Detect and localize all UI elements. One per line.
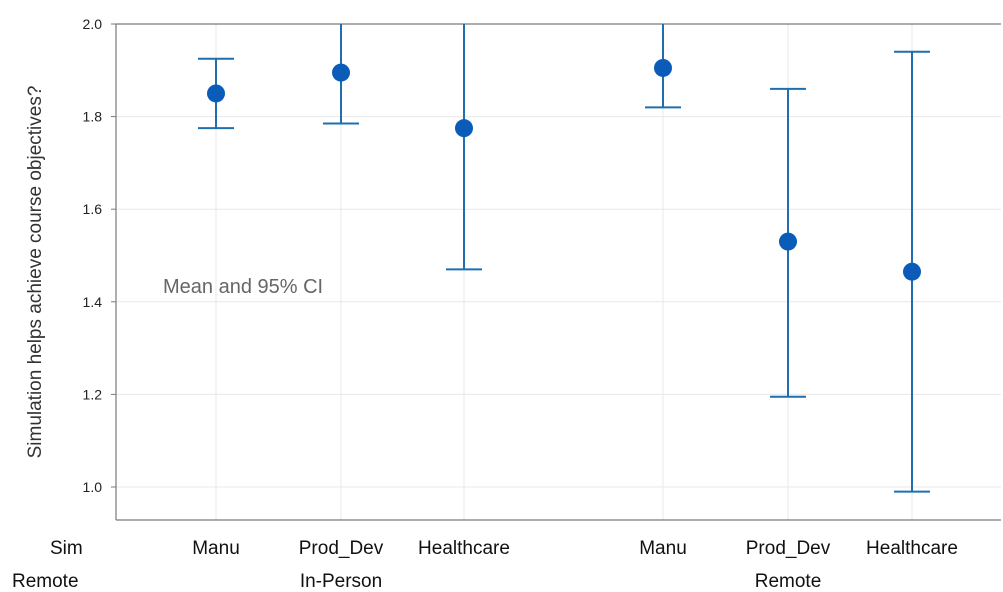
y-tick-label: 1.8 <box>83 109 103 125</box>
error-bars <box>198 24 930 493</box>
x-category-label: Healthcare <box>866 538 958 559</box>
y-tick-label: 1.4 <box>83 294 103 310</box>
x-category-label: Manu <box>639 538 687 559</box>
mean-points <box>207 58 921 281</box>
y-tick-label: 1.2 <box>83 386 103 402</box>
x-category-label: Healthcare <box>418 538 510 559</box>
mean-point <box>332 63 350 82</box>
mean-point <box>903 262 921 281</box>
y-tick-label: 2.0 <box>83 16 103 32</box>
x-category-label: Prod_Dev <box>299 538 384 559</box>
x-category-label: Prod_Dev <box>746 538 831 559</box>
x-axis-labels: Sim Remote Manu Prod_Dev Healthcare In-Person… <box>12 538 958 592</box>
mean-point <box>455 119 473 138</box>
x-group-label: In-Person <box>300 571 382 592</box>
mean-point <box>779 232 797 251</box>
y-axis-ticks: 1.0 1.2 1.4 1.6 1.8 2.0 <box>83 16 116 495</box>
annotation: Mean and 95% CI <box>163 276 323 298</box>
row-header-remote: Remote <box>12 571 79 592</box>
plot-frame <box>115 23 1001 521</box>
row-header-sim: Sim <box>50 538 83 559</box>
y-axis-title: Simulation helps achieve course objectiv… <box>25 86 46 459</box>
x-category-label: Manu <box>192 538 240 559</box>
error-bar <box>446 24 482 271</box>
y-tick-label: 1.0 <box>83 479 103 495</box>
x-group-label: Remote <box>755 571 822 592</box>
y-tick-label: 1.6 <box>83 201 103 217</box>
mean-point <box>207 84 225 103</box>
gridlines <box>116 23 1001 520</box>
mean-point <box>654 58 672 77</box>
